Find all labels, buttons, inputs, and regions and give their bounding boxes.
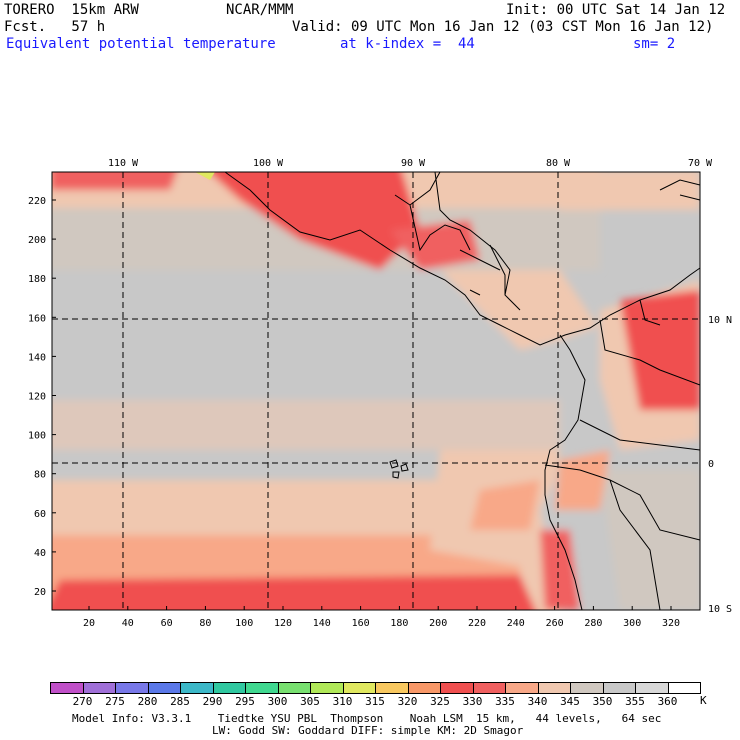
colorbar-label: 350 [592, 695, 613, 708]
y-tick-label: 220 [28, 196, 46, 207]
y-tick-label: 100 [28, 431, 46, 442]
colorbar-swatch [667, 682, 701, 694]
colorbar-swatch [375, 682, 409, 694]
colorbar-swatch [82, 682, 116, 694]
theta-e-field [52, 172, 700, 610]
x-tick-label: 180 [390, 618, 408, 629]
model-info-line-1: Model Info: V3.3.1 Tiedtke YSU PBL Thomp… [72, 712, 662, 725]
colorbar-swatch [245, 682, 279, 694]
lon-label-100w: 100 W [253, 158, 284, 169]
y-tick-label: 140 [28, 352, 46, 363]
colorbar-label: 340 [527, 695, 548, 708]
colorbar-label: 300 [267, 695, 288, 708]
colorbar-swatch [505, 682, 539, 694]
y-tick-label: 160 [28, 313, 46, 324]
colorbar-swatch [147, 682, 181, 694]
colorbar-unit: K [700, 694, 707, 707]
colorbar-label: 325 [430, 695, 450, 708]
colorbar-label: 280 [137, 695, 158, 708]
colorbar-label: 285 [170, 695, 190, 708]
x-tick-label: 100 [235, 618, 253, 629]
colorbar-label: 275 [105, 695, 125, 708]
colorbar-swatch [472, 682, 506, 694]
y-tick-label: 80 [34, 470, 46, 481]
y-tick-label: 180 [28, 274, 46, 285]
colorbar-swatch [212, 682, 246, 694]
lat-label-0: 0 [708, 459, 714, 470]
lat-label-10n: 10 N [708, 315, 732, 326]
x-tick-label: 40 [122, 618, 134, 629]
colorbar-label: 290 [202, 695, 223, 708]
colorbar-label: 330 [462, 695, 483, 708]
colorbar-label: 305 [300, 695, 320, 708]
colorbar-label: 295 [235, 695, 255, 708]
x-tick-label: 80 [199, 618, 211, 629]
x-tick-label: 20 [83, 618, 95, 629]
init-time: Init: 00 UTC Sat 14 Jan 12 [506, 2, 726, 18]
lon-label-70w: 70 W [688, 158, 713, 169]
colorbar-swatch [537, 682, 571, 694]
x-tick-label: 200 [429, 618, 447, 629]
colorbar-label: 320 [397, 695, 418, 708]
colorbar-label: 355 [625, 695, 645, 708]
x-tick-label: 280 [584, 618, 602, 629]
y-tick-label: 20 [34, 587, 46, 598]
colorbar-swatch [50, 682, 84, 694]
y-tick-label: 200 [28, 235, 46, 246]
y-tick-label: 120 [28, 392, 46, 403]
map-plot: 20 40 60 80 100 120 140 160 180 200 220 20 40 60 80 10… [28, 158, 732, 629]
colorbar-label: 310 [332, 695, 353, 708]
colorbar-label: 345 [560, 695, 580, 708]
colorbar-swatch [407, 682, 441, 694]
y-tick-label: 60 [34, 509, 46, 520]
x-tick-label: 60 [161, 618, 173, 629]
lon-label-110w: 110 W [108, 158, 139, 169]
lat-label-10s: 10 S [708, 604, 732, 615]
model-name: TORERO 15km ARW [4, 2, 139, 18]
center-name: NCAR/MMM [226, 2, 294, 18]
colorbar-swatch [277, 682, 311, 694]
valid-time: Valid: 09 UTC Mon 16 Jan 12 (03 CST Mon … [292, 19, 714, 35]
y-tick-label: 40 [34, 548, 46, 559]
colorbar-swatch [342, 682, 376, 694]
x-tick-label: 240 [507, 618, 525, 629]
x-tick-label: 140 [313, 618, 331, 629]
graticule [52, 172, 700, 610]
lon-label-80w: 80 W [546, 158, 571, 169]
x-axis: 20 40 60 80 100 120 140 160 180 200 220 240 260 280 30… [83, 606, 680, 629]
plot-frame [51, 171, 701, 611]
colorbar-swatch [310, 682, 344, 694]
x-tick-label: 120 [274, 618, 292, 629]
colorbar-swatch [180, 682, 214, 694]
colorbar-label: 360 [657, 695, 678, 708]
x-tick-label: 300 [623, 618, 641, 629]
model-info-line-2: LW: Godd SW: Goddard DIFF: simple KM: 2D… [212, 724, 524, 737]
colorbar-swatch [115, 682, 149, 694]
x-tick-label: 220 [468, 618, 486, 629]
colorbar-swatch [602, 682, 636, 694]
x-tick-label: 320 [662, 618, 680, 629]
smoothing-label: sm= 2 [633, 36, 676, 52]
level-label: at k-index = 44 [340, 36, 475, 52]
x-tick-label: 260 [546, 618, 564, 629]
colorbar-swatch [635, 682, 669, 694]
lon-label-90w: 90 W [401, 158, 426, 169]
y-axis: 20 40 60 80 100 120 140 160 180 200 220 [28, 196, 56, 598]
colorbar-label: 335 [495, 695, 515, 708]
colorbar-label: 270 [72, 695, 93, 708]
colorbar-swatch [570, 682, 604, 694]
coastlines [224, 171, 701, 611]
colorbar-swatch [440, 682, 474, 694]
galapagos-islands [389, 459, 409, 479]
colorbar-label: 315 [365, 695, 385, 708]
forecast-hour: Fcst. 57 h [4, 19, 106, 35]
field-name: Equivalent potential temperature [6, 36, 276, 52]
x-tick-label: 160 [352, 618, 370, 629]
